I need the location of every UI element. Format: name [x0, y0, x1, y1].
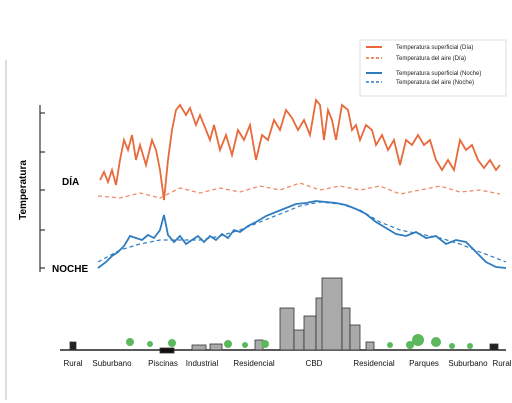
zone-label: Residencial: [233, 359, 275, 368]
diagram-svg: Temperatura DÍA NOCHE Temperatura superf…: [0, 0, 512, 403]
legend-label: Temperatura del aire (Noche): [396, 80, 474, 86]
legend-label: Temperatura superficial (Día): [396, 45, 473, 51]
legend-label: Temperatura del aire (Día): [396, 56, 466, 62]
zone-label: Suburbano: [448, 359, 488, 368]
zone-label: Rural: [63, 359, 82, 368]
day-air-line: [98, 183, 500, 198]
zone-label: Suburbano: [92, 359, 132, 368]
legend-label: Temperatura superficial (Noche): [396, 71, 481, 77]
y-axis: [40, 105, 45, 272]
zone-label: Rural: [492, 359, 511, 368]
zone-label: CBD: [306, 359, 323, 368]
zone-label: Piscinas: [148, 359, 178, 368]
day-surface-line: [100, 100, 500, 200]
zone-label: Parques: [409, 359, 439, 368]
night-label: NOCHE: [52, 264, 88, 275]
zone-label: Industrial: [186, 359, 219, 368]
zone-label: Residencial: [353, 359, 395, 368]
zone-labels: Rural Suburbano Piscinas Industrial Residenc…: [63, 359, 511, 368]
y-axis-label: Temperatura: [18, 160, 29, 220]
day-label: DÍA: [62, 175, 79, 188]
night-surface-line: [98, 201, 506, 268]
diagram: Temperatura DÍA NOCHE Temperatura superf…: [0, 0, 512, 403]
